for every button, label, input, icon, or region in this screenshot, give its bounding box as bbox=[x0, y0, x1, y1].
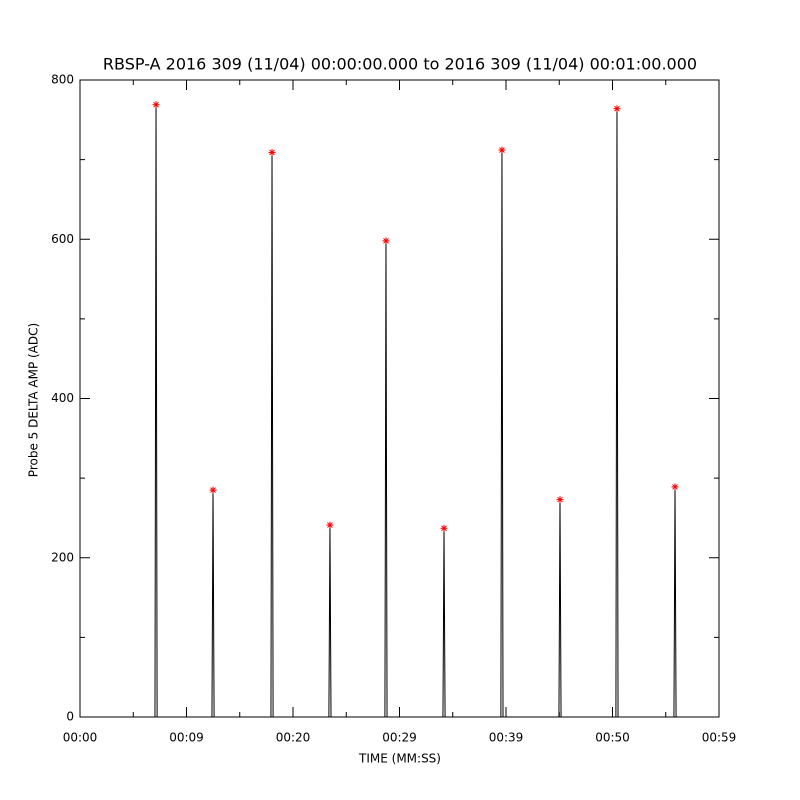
x-tick-label: 00:59 bbox=[702, 731, 737, 745]
y-tick-label: 400 bbox=[51, 391, 74, 405]
peak-marker bbox=[209, 486, 217, 494]
x-tick-label: 00:09 bbox=[169, 731, 204, 745]
x-tick-label: 00:20 bbox=[276, 731, 311, 745]
marker-stroke bbox=[441, 525, 447, 532]
peak-marker bbox=[382, 237, 390, 245]
marker-stroke bbox=[614, 105, 620, 112]
marker-stroke bbox=[672, 484, 678, 490]
y-axis-label: Probe 5 DELTA AMP (ADC) bbox=[27, 323, 41, 477]
marker-stroke bbox=[383, 238, 389, 244]
peak-marker bbox=[556, 496, 564, 504]
y-tick-label: 0 bbox=[66, 710, 74, 724]
y-tick-label: 200 bbox=[51, 550, 74, 564]
x-tick-label: 00:00 bbox=[63, 731, 98, 745]
marker-stroke bbox=[269, 149, 275, 156]
peak-marker bbox=[671, 483, 679, 491]
marker-stroke bbox=[499, 147, 505, 153]
x-axis-label: TIME (MM:SS) bbox=[358, 752, 441, 766]
marker-stroke bbox=[153, 101, 159, 108]
x-tick-label: 00:39 bbox=[489, 731, 524, 745]
peak-marker bbox=[152, 101, 160, 109]
marker-stroke bbox=[210, 487, 216, 493]
marker-stroke bbox=[327, 522, 333, 528]
plot-frame bbox=[79, 79, 720, 718]
peak-marker bbox=[440, 524, 448, 532]
peak-marker bbox=[268, 148, 276, 156]
peak-marker bbox=[326, 521, 334, 529]
data-line bbox=[111, 104, 714, 718]
peak-marker bbox=[498, 146, 506, 154]
y-tick-label: 800 bbox=[51, 73, 74, 87]
chart-title: RBSP-A 2016 309 (11/04) 00:00:00.000 to … bbox=[103, 55, 697, 74]
marker-stroke bbox=[557, 496, 563, 503]
x-tick-label: 00:50 bbox=[595, 731, 630, 745]
peak-marker bbox=[613, 105, 621, 113]
x-tick-label: 00:29 bbox=[382, 731, 417, 745]
y-tick-label: 600 bbox=[51, 232, 74, 246]
